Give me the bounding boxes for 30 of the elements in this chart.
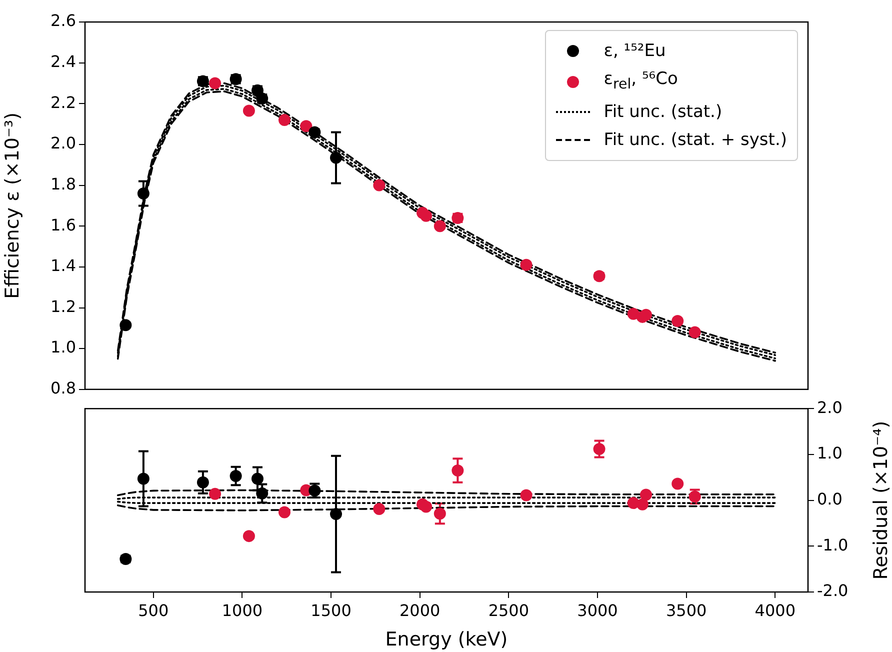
legend-label: Fit unc. (stat.) — [604, 101, 722, 124]
x-tick-label: 3500 — [666, 600, 707, 620]
y2-tick-label: 2.0 — [817, 398, 842, 417]
legend-label: ε, ¹⁵²Eu — [604, 40, 666, 63]
y-tick-label: 2.0 — [50, 134, 76, 153]
y-tick-label: 1.4 — [50, 256, 76, 276]
x-tick-label: 500 — [138, 600, 169, 620]
y-tick-label: 2.4 — [50, 52, 76, 71]
y2-axis-title: Residual (×10⁻⁴) — [870, 420, 892, 580]
x-tick-label: 4000 — [754, 600, 796, 620]
x-tick-label: 1500 — [310, 600, 352, 620]
y-axis-title: Efficiency ε (×10⁻³) — [1, 112, 24, 299]
y2-tick-label: -2.0 — [817, 581, 848, 600]
x-axis-title: Energy (keV) — [385, 628, 508, 651]
y-tick-label: 1.6 — [50, 215, 76, 234]
legend-label: Fit unc. (stat. + syst.) — [604, 129, 787, 152]
y2-tick-label: 0.0 — [817, 489, 842, 508]
legend-label: ε$_{rel}$, ⁵⁶Co — [604, 68, 678, 94]
y-tick-label: 2.6 — [50, 11, 76, 30]
y-tick-label: 1.2 — [50, 296, 76, 316]
y-tick-label: 1.0 — [50, 338, 76, 357]
x-tick-label: 3000 — [577, 600, 618, 620]
y-tick-label: 2.2 — [50, 92, 76, 112]
y2-tick-label: -1.0 — [817, 535, 848, 554]
x-tick-label: 2500 — [488, 600, 530, 620]
x-tick-label: 2000 — [399, 600, 440, 620]
y-tick-label: 1.8 — [50, 174, 76, 194]
y-tick-label: 0.8 — [50, 378, 76, 398]
y2-tick-label: 1.0 — [817, 444, 842, 463]
x-tick-label: 1000 — [222, 600, 263, 620]
